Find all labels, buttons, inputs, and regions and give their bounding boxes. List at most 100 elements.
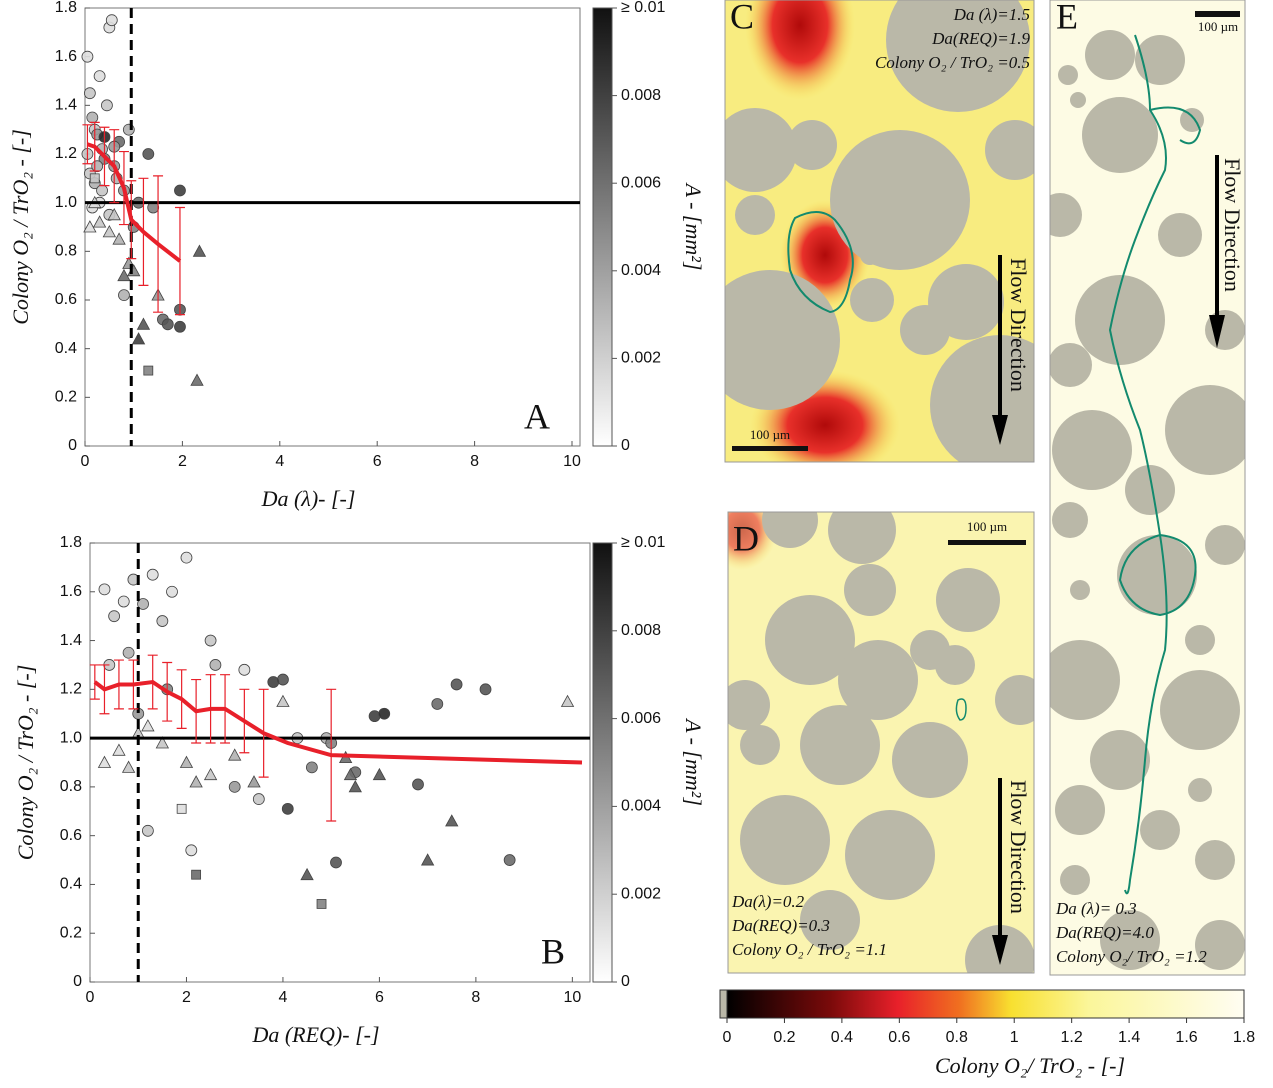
colorbar-tick-label: 0 [621,973,630,990]
point [247,775,261,788]
point [176,803,187,814]
y-tick-label: 0 [73,973,82,990]
y-tick-label: 1.4 [55,97,77,114]
y-tick-label: 0.8 [60,778,82,795]
scale-label: 100 µm [1198,19,1238,34]
annotation: Colony O₂ / TrO₂ =0.5 [875,53,1030,72]
mean-line [86,142,182,263]
colorbar-tick-label: 0.008 [621,622,661,639]
point [420,853,435,866]
point [204,634,217,647]
x-axis-label: Da (λ)- [-] [261,486,356,511]
point [316,899,327,909]
panel-letter: B [541,931,565,971]
point [431,698,444,710]
point [479,683,492,696]
colorbar-label: A - [mm²] [681,182,706,271]
point [81,50,94,63]
x-tick-label: 10 [563,453,581,470]
point [117,595,130,608]
annotation: Da(λ)=0.2 [731,892,805,911]
flow-arrow [992,415,1008,445]
colorbar-tick-label: 1.6 [1175,1029,1197,1046]
annotation: Da(REQ)=0.3 [731,916,830,935]
colorbar-tick-label: 1.2 [1061,1029,1083,1046]
x-tick-label: 2 [182,989,191,1006]
point [108,610,121,623]
y-tick-label: 0.6 [60,827,82,844]
point [305,761,318,774]
colorbar-tick-label: 0 [723,1029,732,1046]
x-tick-label: 4 [275,453,284,470]
panel-letter: E [1056,0,1078,36]
point [93,70,106,83]
annotation: Da (λ)= 0.3 [1055,899,1137,918]
point [92,215,107,228]
point [281,802,294,815]
flow-arrow [1209,315,1225,348]
point [141,824,154,837]
point [503,854,516,866]
point [189,775,203,788]
annotation: Da (λ)=1.5 [953,5,1030,24]
point [142,148,155,160]
point [276,694,290,707]
colorbar [592,542,613,983]
error-bar [82,124,93,165]
point [209,659,222,671]
y-tick-label: 1.8 [60,534,82,551]
point [174,184,186,197]
point [174,320,186,333]
plot-frame [84,7,581,447]
point [107,207,121,221]
plot-frame [89,542,591,983]
scale-label: 100 µm [967,519,1007,534]
y-tick-label: 0.4 [60,876,82,893]
point [141,719,155,732]
scale-bar [1195,11,1240,17]
y-tick-label: 1.0 [60,729,82,746]
frame [1049,0,1246,976]
y-tick-label: 1.0 [55,194,77,211]
y-tick-label: 1.6 [60,583,82,600]
point [83,87,96,100]
scale-bar [732,446,808,451]
x-tick-label: 0 [81,453,90,470]
flow-label: Flow Direction [1006,780,1031,914]
point [560,694,575,707]
x-tick-label: 8 [470,453,479,470]
point [228,780,241,793]
point [101,99,113,112]
point [203,767,218,781]
point [83,220,97,233]
point [105,14,118,27]
point [228,748,242,761]
annotation: Colony O₂/ TrO₂ =1.2 [1056,947,1207,966]
point [348,780,362,793]
x-tick-label: 6 [375,989,384,1006]
annotation: Da(REQ)=1.9 [931,29,1030,48]
point [98,583,111,596]
y-tick-label: 1.2 [60,681,82,698]
y-tick-label: 1.2 [55,145,77,162]
colorbar-obstacle [719,989,728,1019]
image-d [728,512,1034,973]
y-axis-label: Colony O₂ / TrO₂ - [-] [13,665,38,861]
y-tick-label: 0.8 [55,243,77,260]
point [412,778,424,791]
point [97,755,112,768]
y-tick-label: 1.6 [55,48,77,65]
point [112,743,126,756]
point [155,736,170,749]
point [137,598,149,610]
point [192,244,207,257]
point [378,707,391,720]
colorbar-tick-label: 1 [1010,1029,1019,1046]
colorbar-tick-label: 0.008 [621,87,661,104]
annotation: Colony O₂ / TrO₂ =1.1 [732,940,887,959]
point [300,867,314,881]
point [86,111,99,124]
colorbar-tick-label: ≥ 0.01 [621,534,665,551]
y-axis-label: Colony O₂ / TrO₂ - [-] [8,129,33,325]
point [166,585,178,598]
